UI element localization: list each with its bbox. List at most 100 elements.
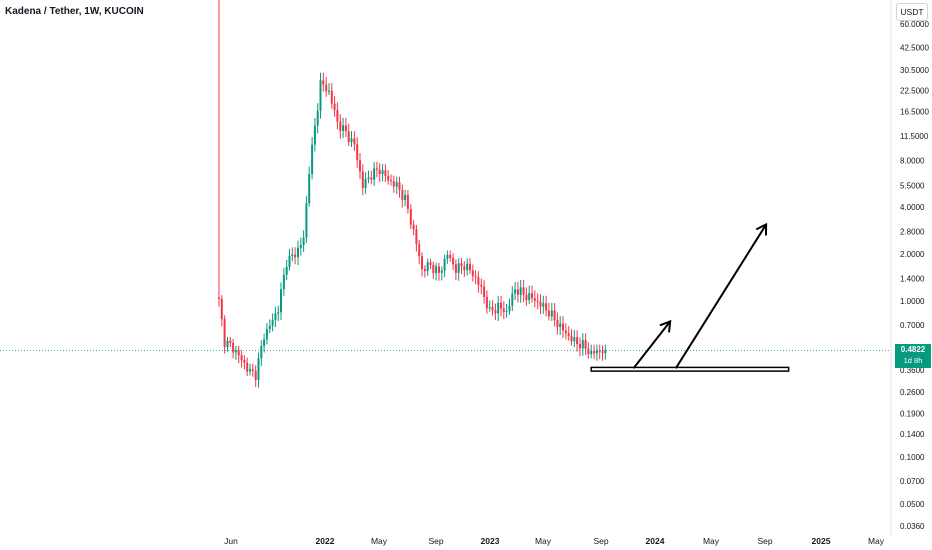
candle-body [435, 266, 438, 274]
y-tick-label: 22.5000 [900, 86, 929, 95]
y-tick-label: 11.5000 [900, 132, 929, 141]
candle-body [268, 325, 271, 330]
y-tick-label: 1.4000 [900, 274, 925, 283]
candle-body [559, 323, 562, 328]
candle-body [432, 264, 435, 274]
candle-body [494, 310, 497, 314]
y-tick-label: 0.7000 [900, 321, 925, 330]
candle-body [415, 229, 418, 245]
candle-body [421, 256, 423, 269]
candle-body [265, 329, 268, 340]
candle-body [395, 182, 398, 187]
candle-body [409, 208, 412, 225]
candle-body [325, 84, 328, 92]
y-tick-label: 1.0000 [900, 297, 925, 306]
candle-body [505, 311, 508, 313]
candle-body [423, 268, 426, 272]
candle-body [522, 287, 525, 295]
candle-body [401, 189, 404, 200]
candle-body [449, 254, 452, 258]
candle-body [519, 287, 522, 295]
candle-body [226, 340, 229, 348]
y-tick-label: 0.1000 [900, 453, 925, 462]
currency-button[interactable]: USDT [896, 3, 928, 21]
candle-body [474, 276, 477, 278]
candle-body [581, 340, 584, 349]
candle-body [288, 255, 291, 267]
candle-body [234, 350, 237, 353]
candle-body [471, 270, 474, 277]
candle-body [440, 270, 443, 273]
candle-body [218, 297, 220, 299]
candle-body [370, 177, 373, 180]
x-tick-label: 2024 [646, 536, 665, 546]
y-tick-label: 16.5000 [900, 107, 929, 116]
candle-body [364, 179, 367, 188]
candle-body [542, 303, 545, 307]
candle-body [339, 121, 342, 131]
candle-body [406, 194, 409, 209]
candle-body [392, 181, 395, 187]
candle-body [525, 294, 528, 300]
candle-body [576, 337, 579, 345]
candle-body [328, 90, 330, 92]
candle-body [584, 340, 587, 349]
candle-body [547, 310, 550, 317]
candle-body [367, 177, 370, 180]
y-tick-label: 42.5000 [900, 43, 929, 52]
candle-body [257, 358, 260, 380]
y-tick-label: 0.3600 [900, 366, 925, 375]
candle-body [483, 286, 486, 297]
candle-body [316, 110, 319, 126]
candle-body [545, 303, 548, 311]
x-tick-label: May [535, 536, 552, 546]
y-tick-label: 60.0000 [900, 20, 929, 29]
x-tick-label: Sep [428, 536, 443, 546]
x-tick-label: May [703, 536, 720, 546]
candle-body [500, 302, 502, 309]
candle-body [350, 138, 353, 143]
y-tick-label: 0.0500 [900, 500, 925, 509]
x-tick-label: May [868, 536, 885, 546]
candle-body [313, 125, 316, 145]
candle-body [469, 263, 471, 271]
candle-body [249, 369, 251, 372]
candle-body [297, 247, 299, 258]
candle-body [353, 138, 356, 145]
candle-body [550, 310, 553, 317]
candle-body [570, 336, 573, 342]
candle-body [342, 125, 345, 131]
x-tick-label: 2023 [481, 536, 500, 546]
candle-body [378, 169, 381, 174]
candle-body [302, 237, 305, 245]
candle-body [418, 244, 421, 257]
x-tick-label: Sep [757, 536, 772, 546]
candle-body [443, 258, 446, 271]
candle-body [282, 274, 285, 290]
x-tick-label: Sep [593, 536, 608, 546]
y-tick-label: 4.0000 [900, 203, 925, 212]
candle-body [516, 289, 519, 295]
candle-body [502, 308, 505, 312]
candle-body [246, 362, 249, 372]
candle-body [567, 333, 570, 337]
candle-body [508, 305, 511, 312]
candle-body [220, 298, 223, 320]
candle-body [404, 194, 407, 200]
candle-body [485, 296, 488, 309]
last-price-label: 0.4822 1d 8h [895, 344, 931, 368]
candle-body [229, 340, 232, 343]
y-tick-label: 2.0000 [900, 250, 925, 259]
y-tick-label: 5.5000 [900, 182, 925, 191]
candle-body [347, 131, 350, 143]
candle-body [463, 266, 466, 271]
candle-body [232, 343, 235, 353]
candle-body [274, 313, 277, 320]
x-tick-label: May [371, 536, 388, 546]
candle-body [333, 103, 336, 111]
candle-body [533, 297, 536, 301]
candle-body [412, 224, 415, 230]
x-tick-label: Jun [224, 536, 238, 546]
support-zone-rectangle [590, 366, 790, 372]
